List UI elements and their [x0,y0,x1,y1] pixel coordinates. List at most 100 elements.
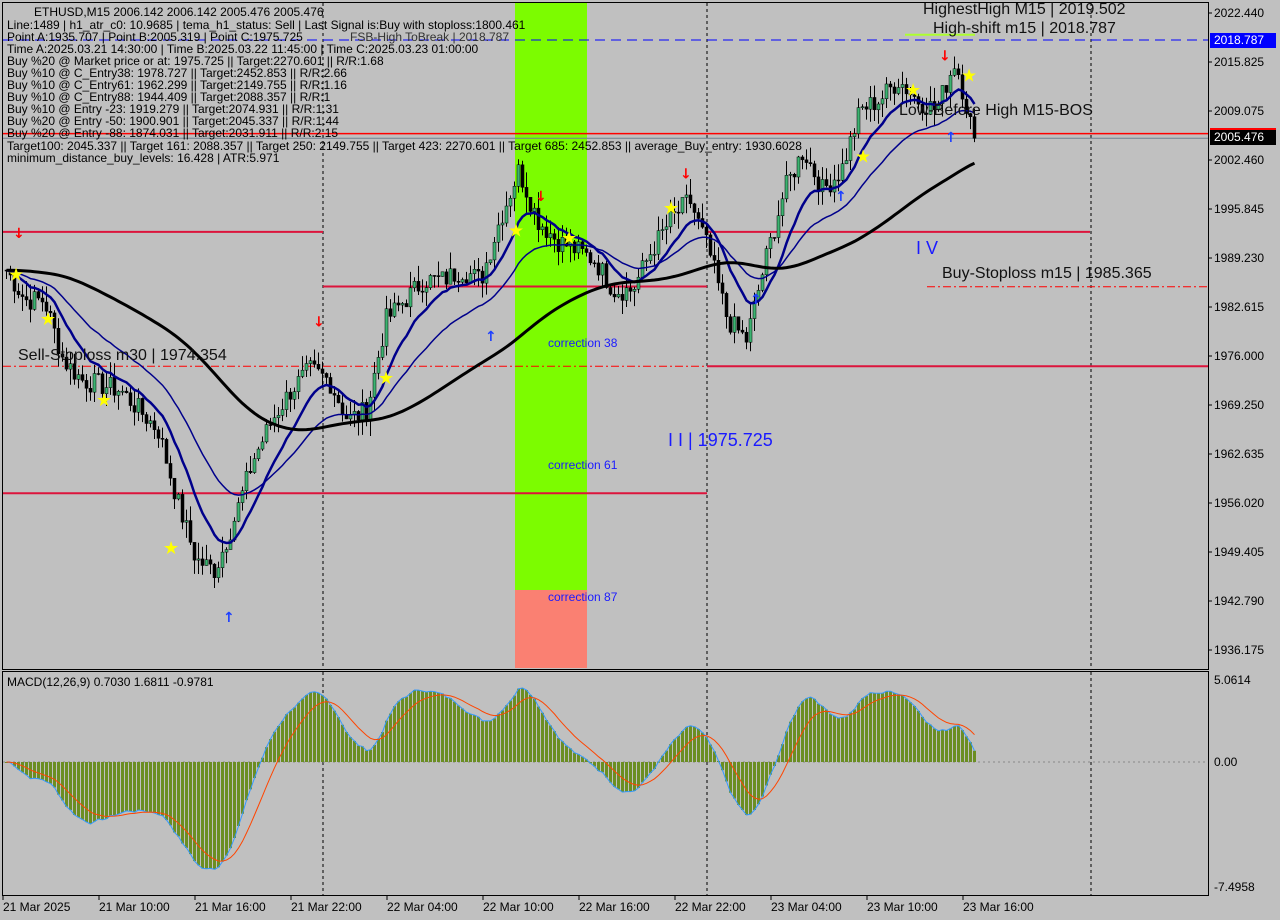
slow-ma-line [6,109,975,496]
candle-body [952,68,957,76]
macd-histogram-bar [249,762,252,790]
candle [380,333,385,361]
candle [192,542,197,574]
macd-histogram-bar [289,710,292,762]
candle [888,81,893,101]
candle [788,171,793,192]
buy-stoploss-label: Buy-Stoploss m15 | 1985.365 [942,265,1152,282]
level-price-tag [1210,128,1276,131]
candle [220,536,225,578]
candle [132,389,137,426]
candle [60,342,65,362]
macd-histogram-bar [465,712,468,762]
candle [96,367,101,376]
candle [572,240,577,261]
candle [732,303,737,344]
candle [404,299,409,308]
candle [416,265,421,296]
candle-body [264,424,269,443]
candle-body [964,98,969,114]
macd-histogram-bar [329,704,332,762]
macd-histogram-bar [917,710,920,762]
candle [28,284,33,323]
x-tick-label: 22 Mar 04:00 [387,900,458,914]
macd-histogram-bar [905,698,908,762]
candle-body [516,164,521,187]
macd-histogram-bar [773,762,776,767]
candle [832,164,837,203]
candle-body [904,84,909,95]
info-line: Line:1489 | h1_atr_c0: 10.9685 | tema_h1… [7,18,526,32]
wave-iv-label: I V [916,238,939,258]
candle-body [948,75,953,93]
macd-histogram-bar [277,725,280,762]
sell-arrow-icon: ↓ [680,167,692,183]
candle-body [616,294,621,298]
candle [668,199,673,234]
sell-arrow-icon: ↓ [13,226,25,242]
candle-body [200,558,205,566]
macd-histogram-bar [785,731,788,762]
candle-body [748,318,753,343]
candle-body [648,254,653,261]
candle-body [172,477,177,500]
macd-histogram-bar [541,712,544,762]
macd-y-tick-label: 5.0614 [1214,673,1251,687]
candle-body [564,237,569,247]
candle [176,492,181,501]
candle [600,261,605,287]
candle [640,252,645,279]
macd-histogram-bar [965,736,968,762]
macd-histogram-bar [285,714,288,762]
candle-body [112,377,117,396]
macd-histogram-bar [689,725,692,762]
macd-histogram-bar [145,762,148,812]
candle-body [332,393,337,396]
candle [436,261,441,288]
macd-histogram-bar [869,692,872,762]
macd-histogram-bar [581,756,584,762]
candle [212,563,217,588]
macd-histogram-bar [309,692,312,762]
candle [892,82,897,105]
candle-body [864,106,869,110]
candle [152,412,157,440]
macd-histogram-bar [749,762,752,815]
candle [272,404,277,433]
candle-body [300,369,305,377]
candle-body [52,312,57,329]
candle [700,203,705,229]
macd-histogram-bar [873,693,876,762]
macd-histogram-bar [513,695,516,762]
macd-histogram-bar [165,762,168,821]
candle-body [388,308,393,317]
macd-histogram-bar [261,757,264,762]
candle [852,128,857,151]
macd-histogram-bar [877,693,880,762]
candle-body [168,463,173,479]
candle-body [928,101,933,115]
candle-body [644,260,649,262]
candle-body [424,287,429,293]
macd-histogram-bar [713,751,716,762]
macd-histogram-bar [441,693,444,762]
star-signal-icon: ★ [905,80,921,101]
candle [124,387,129,394]
macd-histogram-bar [621,762,624,793]
sell-arrow-icon: ↓ [939,49,951,65]
candle-body [288,391,293,400]
candle-body [940,85,945,104]
candle [492,236,497,269]
candle-body [312,360,317,365]
candle-body [820,179,825,193]
candle [752,292,757,332]
macd-histogram-bar [245,762,248,801]
candle [772,237,777,242]
candle [588,249,593,266]
macd-histogram-bar [141,762,144,811]
info-line: Time A:2025.03.21 14:30:00 | Time B:2025… [7,42,479,56]
candle [816,170,821,205]
candle [592,260,597,268]
candle [452,268,457,286]
